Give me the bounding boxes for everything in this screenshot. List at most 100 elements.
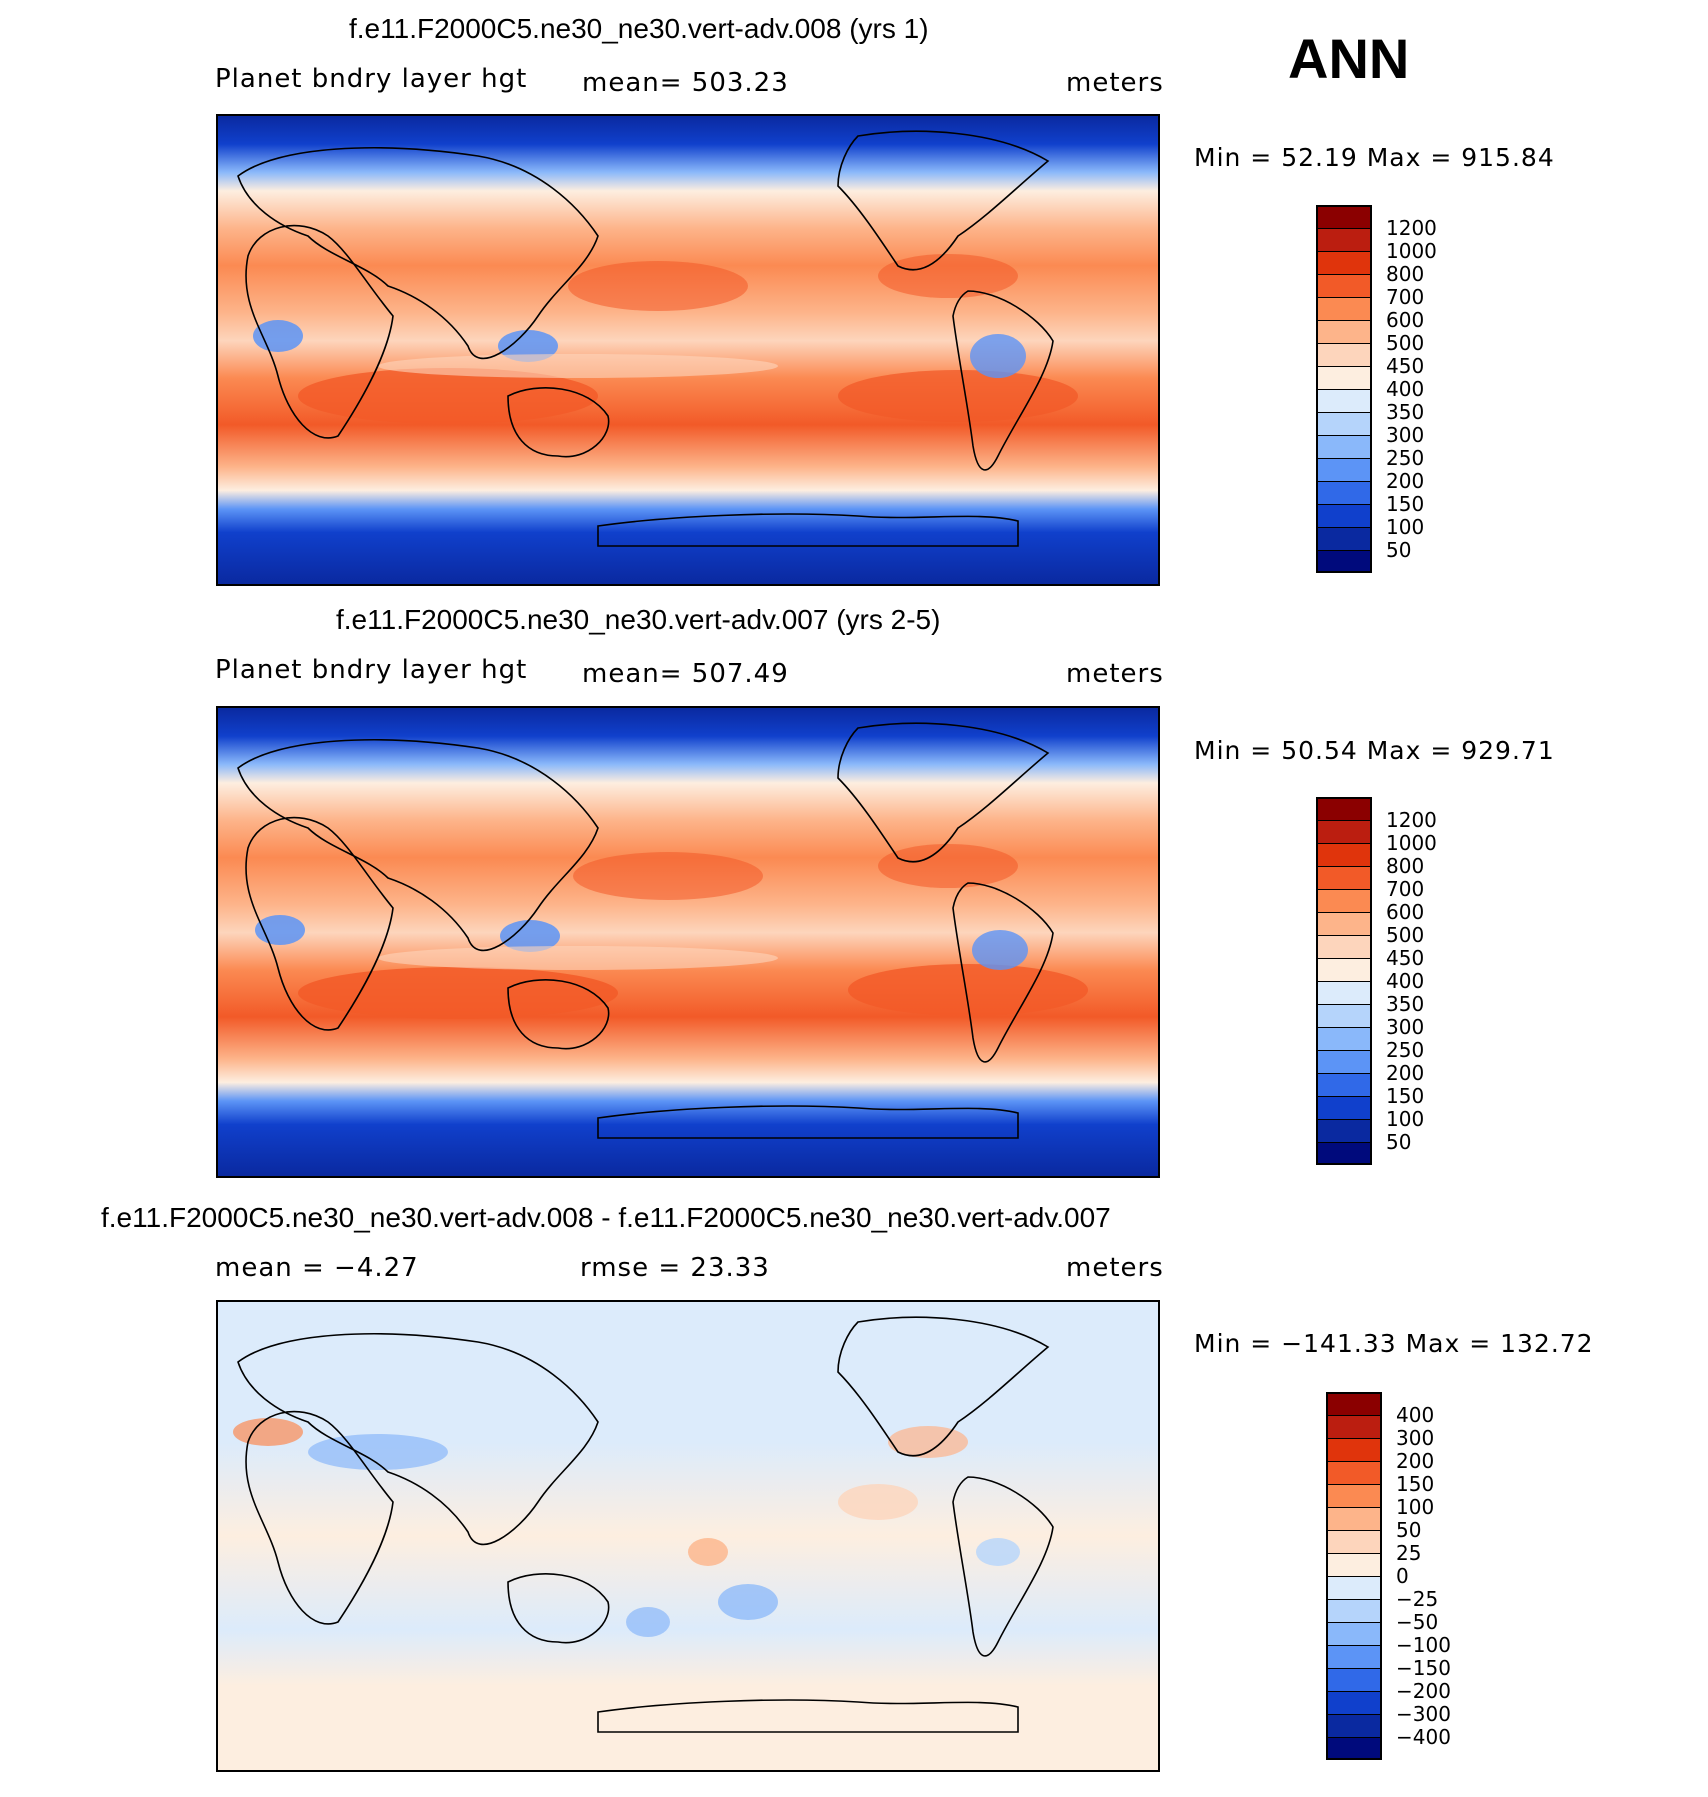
colorbar-swatch	[1316, 820, 1372, 843]
colorbar-tick-label: 50	[1396, 1518, 1422, 1542]
colorbar-swatch	[1326, 1461, 1382, 1484]
season-label: ANN	[1288, 27, 1410, 90]
colorbar-swatch	[1316, 889, 1372, 912]
colorbar-swatch	[1316, 1050, 1372, 1073]
colorbar-swatch	[1326, 1737, 1382, 1760]
colorbar-tick-label: −150	[1396, 1656, 1451, 1680]
colorbar-swatch	[1316, 251, 1372, 274]
colorbar-swatch	[1326, 1668, 1382, 1691]
colorbar-swatch	[1316, 412, 1372, 435]
colorbar-swatch	[1326, 1392, 1382, 1415]
colorbar-swatch	[1316, 1004, 1372, 1027]
colorbar-tick-label: 800	[1386, 854, 1425, 878]
colorbar-swatch	[1326, 1622, 1382, 1645]
panel-3-units-label: meters	[1066, 1253, 1164, 1283]
panel-1-units-label: meters	[1066, 68, 1164, 98]
colorbar-tick-label: 50	[1386, 538, 1412, 562]
colorbar-swatch	[1316, 1096, 1372, 1119]
colorbar-tick-label: 1000	[1386, 239, 1437, 263]
colorbar-tick-label: 350	[1386, 400, 1425, 424]
colorbar-swatch	[1326, 1576, 1382, 1599]
colorbar-tick-label: 400	[1386, 377, 1425, 401]
colorbar-swatch	[1316, 458, 1372, 481]
colorbar-swatch	[1316, 1073, 1372, 1096]
colorbar-swatch	[1316, 366, 1372, 389]
panel-1-mean-label: mean= 503.23	[582, 68, 789, 98]
panel-2-min-max: Min = 50.54 Max = 929.71	[1194, 736, 1555, 765]
panel-3-min-max: Min = −141.33 Max = 132.72	[1194, 1329, 1594, 1358]
colorbar-tick-label: −50	[1396, 1610, 1439, 1634]
colorbar-frame	[1316, 797, 1372, 1165]
panel-1-map-plot	[218, 116, 1158, 584]
panel-1-title: f.e11.F2000C5.ne30_ne30.vert-adv.008 (yr…	[349, 13, 929, 44]
panel-1-map	[216, 114, 1160, 586]
colorbar-tick-label: 250	[1386, 1038, 1425, 1062]
colorbar-tick-label: 300	[1386, 1015, 1425, 1039]
panel-1-variable-label: Planet bndry layer hgt	[215, 64, 528, 94]
colorbar-tick-label: 300	[1386, 423, 1425, 447]
colorbar-swatch	[1326, 1484, 1382, 1507]
colorbar-swatch	[1316, 1119, 1372, 1142]
colorbar-tick-label: 0	[1396, 1564, 1409, 1588]
colorbar-tick-label: 450	[1386, 946, 1425, 970]
colorbar-tick-label: 700	[1386, 877, 1425, 901]
colorbar-tick-label: 50	[1386, 1130, 1412, 1154]
colorbar-tick-label: 150	[1386, 492, 1425, 516]
panel-2-mean-label: mean= 507.49	[582, 659, 789, 689]
colorbar-swatch	[1316, 504, 1372, 527]
colorbar-swatch	[1316, 1027, 1372, 1050]
colorbar-swatch	[1326, 1599, 1382, 1622]
colorbar-tick-label: 100	[1396, 1495, 1435, 1519]
colorbar-swatch	[1326, 1438, 1382, 1461]
colorbar-swatch	[1316, 981, 1372, 1004]
colorbar-swatch	[1316, 228, 1372, 251]
colorbar-tick-label: 500	[1386, 331, 1425, 355]
colorbar-swatch	[1316, 435, 1372, 458]
colorbar-swatch	[1316, 343, 1372, 366]
colorbar-tick-label: 600	[1386, 308, 1425, 332]
colorbar-swatch	[1326, 1553, 1382, 1576]
colorbar-tick-label: 600	[1386, 900, 1425, 924]
colorbar-swatch	[1316, 866, 1372, 889]
colorbar-frame	[1316, 205, 1372, 573]
colorbar-tick-label: 100	[1386, 1107, 1425, 1131]
colorbar-tick-label: 800	[1386, 262, 1425, 286]
colorbar-swatch	[1316, 550, 1372, 573]
panel-3-map-plot	[218, 1302, 1158, 1770]
colorbar-tick-label: −25	[1396, 1587, 1439, 1611]
colorbar-swatch	[1316, 935, 1372, 958]
colorbar-tick-label: 200	[1386, 469, 1425, 493]
panel-2-units-label: meters	[1066, 659, 1164, 689]
colorbar-swatch	[1326, 1714, 1382, 1737]
colorbar-swatch	[1316, 958, 1372, 981]
colorbar-tick-label: 150	[1386, 1084, 1425, 1108]
panel-2-map-plot	[218, 708, 1158, 1176]
colorbar-tick-label: 1200	[1386, 808, 1437, 832]
panel-3-map	[216, 1300, 1160, 1772]
colorbar-tick-label: −200	[1396, 1679, 1451, 1703]
colorbar-swatch	[1326, 1645, 1382, 1668]
colorbar-tick-label: 700	[1386, 285, 1425, 309]
colorbar-swatch	[1316, 481, 1372, 504]
colorbar-tick-label: 450	[1386, 354, 1425, 378]
colorbar-tick-label: 200	[1386, 1061, 1425, 1085]
colorbar-tick-label: 400	[1386, 969, 1425, 993]
colorbar-swatch	[1316, 389, 1372, 412]
colorbar-tick-label: −300	[1396, 1702, 1451, 1726]
colorbar-tick-label: 250	[1386, 446, 1425, 470]
colorbar-swatch	[1316, 843, 1372, 866]
colorbar-swatch	[1316, 320, 1372, 343]
colorbar-tick-label: −100	[1396, 1633, 1451, 1657]
colorbar-swatch	[1316, 797, 1372, 820]
colorbar-tick-label: 400	[1396, 1403, 1435, 1427]
colorbar-tick-label: 500	[1386, 923, 1425, 947]
colorbar-swatch	[1316, 527, 1372, 550]
colorbar-tick-label: 150	[1396, 1472, 1435, 1496]
panel-3-title: f.e11.F2000C5.ne30_ne30.vert-adv.008 - f…	[101, 1202, 1111, 1233]
colorbar-swatch	[1316, 912, 1372, 935]
colorbar-tick-label: 200	[1396, 1449, 1435, 1473]
panel-2-variable-label: Planet bndry layer hgt	[215, 655, 528, 685]
panel-2-map	[216, 706, 1160, 1178]
colorbar-swatch	[1316, 274, 1372, 297]
colorbar-swatch	[1316, 1142, 1372, 1165]
